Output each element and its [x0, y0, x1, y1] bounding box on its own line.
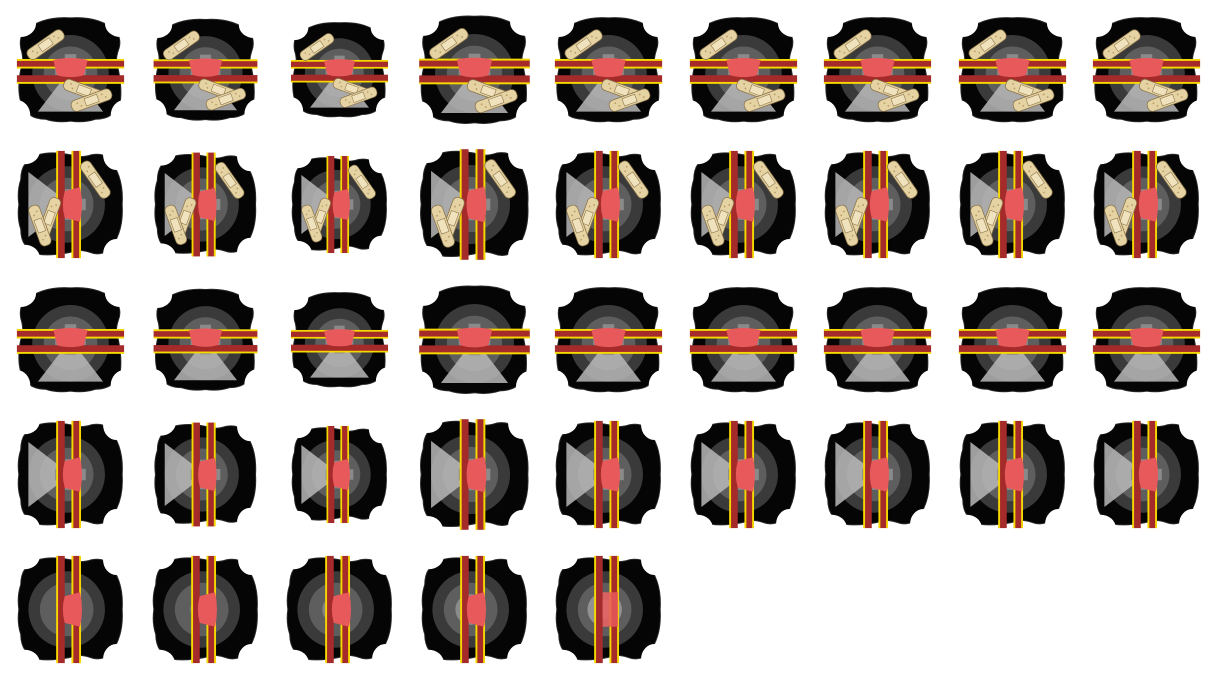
row-facing-up-frame-3 [272, 272, 407, 407]
sprite-graphic [284, 413, 394, 536]
sprite-graphic [945, 280, 1079, 401]
sprite-graphic [541, 280, 676, 401]
row-facing-up-frame-7 [810, 272, 945, 407]
row-facing-side-frame-7 [810, 407, 945, 542]
sprite-graphic [145, 139, 263, 270]
row-facing-side-frame-9 [1079, 407, 1214, 542]
sprite-graphic [145, 409, 263, 540]
sprite-graphic [9, 542, 130, 677]
sprite-graphic [278, 285, 401, 395]
row-facing-up-bandaged-frame-5 [541, 2, 676, 137]
sprite-graphic [676, 10, 810, 131]
row-facing-up-bandaged-frame-3 [272, 2, 407, 137]
row-breakdown-frame-5 [541, 542, 676, 677]
row-breakdown-frame-3 [272, 542, 407, 677]
row-facing-up-frame-4 [404, 272, 544, 407]
sprite-graphic [1079, 10, 1214, 131]
sprite-graphic [547, 542, 668, 677]
sprite-graphic [3, 280, 138, 401]
row-facing-side-bandaged-frame-6 [676, 137, 811, 272]
sprite-graphic [945, 10, 1079, 131]
row-facing-side-frame-8 [945, 407, 1080, 542]
sprite-graphic [547, 137, 668, 272]
row-breakdown-frame-2 [138, 542, 273, 677]
row-breakdown-frame-4 [407, 542, 542, 677]
row-facing-up-frame-8 [945, 272, 1080, 407]
sprite-graphic [278, 542, 399, 677]
row-facing-side-frame-2 [138, 407, 273, 542]
sprite-graphic [278, 15, 401, 125]
sprite-graphic [810, 280, 945, 401]
row-facing-up-bandaged-frame-2 [138, 2, 273, 137]
sprite-graphic [410, 405, 536, 544]
sprite-graphic [816, 407, 937, 542]
row-facing-side-frame-3 [272, 407, 407, 542]
sprite-graphic [547, 407, 668, 542]
sprite-graphic [410, 135, 536, 274]
sprite-graphic [816, 137, 937, 272]
row-facing-up-bandaged-frame-6 [676, 2, 811, 137]
row-facing-side-bandaged-frame-3 [272, 137, 407, 272]
sprite-graphic [681, 407, 803, 542]
sprite-graphic [140, 282, 270, 399]
row-facing-side-bandaged-frame-1 [3, 137, 138, 272]
row-facing-up-frame-2 [138, 272, 273, 407]
sprite-graphic [412, 542, 534, 677]
sprite-graphic [676, 280, 810, 401]
row-facing-side-frame-6 [676, 407, 811, 542]
sprite-graphic [950, 407, 1072, 542]
row-facing-side-frame-1 [3, 407, 138, 542]
sprite-graphic [404, 278, 544, 403]
row-facing-up-bandaged-frame-1 [3, 2, 138, 137]
row-facing-side-frame-5 [541, 407, 676, 542]
row-facing-side-frame-4 [407, 405, 542, 544]
sprite-graphic [950, 137, 1072, 272]
row-facing-side-bandaged-frame-4 [407, 135, 542, 274]
row-facing-up-bandaged-frame-8 [945, 2, 1080, 137]
row-facing-up-frame-6 [676, 272, 811, 407]
row-facing-up-bandaged-frame-7 [810, 2, 945, 137]
sprite-graphic [9, 407, 130, 542]
sprite-graphic [3, 10, 138, 131]
sprite-graphic [681, 137, 803, 272]
row-facing-side-bandaged-frame-9 [1079, 137, 1214, 272]
row-facing-up-bandaged-frame-4 [404, 2, 544, 137]
row-facing-up-bandaged-frame-9 [1079, 2, 1214, 137]
row-facing-up-frame-9 [1079, 272, 1214, 407]
sprite-graphic [143, 542, 265, 677]
row-facing-side-bandaged-frame-2 [138, 137, 273, 272]
sprite-graphic [9, 137, 130, 272]
sprite-graphic [1079, 280, 1214, 401]
row-facing-side-bandaged-frame-7 [810, 137, 945, 272]
row-breakdown-frame-1 [3, 542, 138, 677]
sprite-graphic [404, 8, 544, 133]
sprite-graphic [284, 143, 394, 266]
sprite-graphic [1085, 407, 1206, 542]
sprite-graphic [810, 10, 945, 131]
sprite-graphic [140, 12, 270, 129]
sprite-graphic [1085, 137, 1206, 272]
row-facing-side-bandaged-frame-8 [945, 137, 1080, 272]
row-facing-up-frame-1 [3, 272, 138, 407]
sprite-graphic [541, 10, 676, 131]
row-facing-up-frame-5 [541, 272, 676, 407]
row-facing-side-bandaged-frame-5 [541, 137, 676, 272]
